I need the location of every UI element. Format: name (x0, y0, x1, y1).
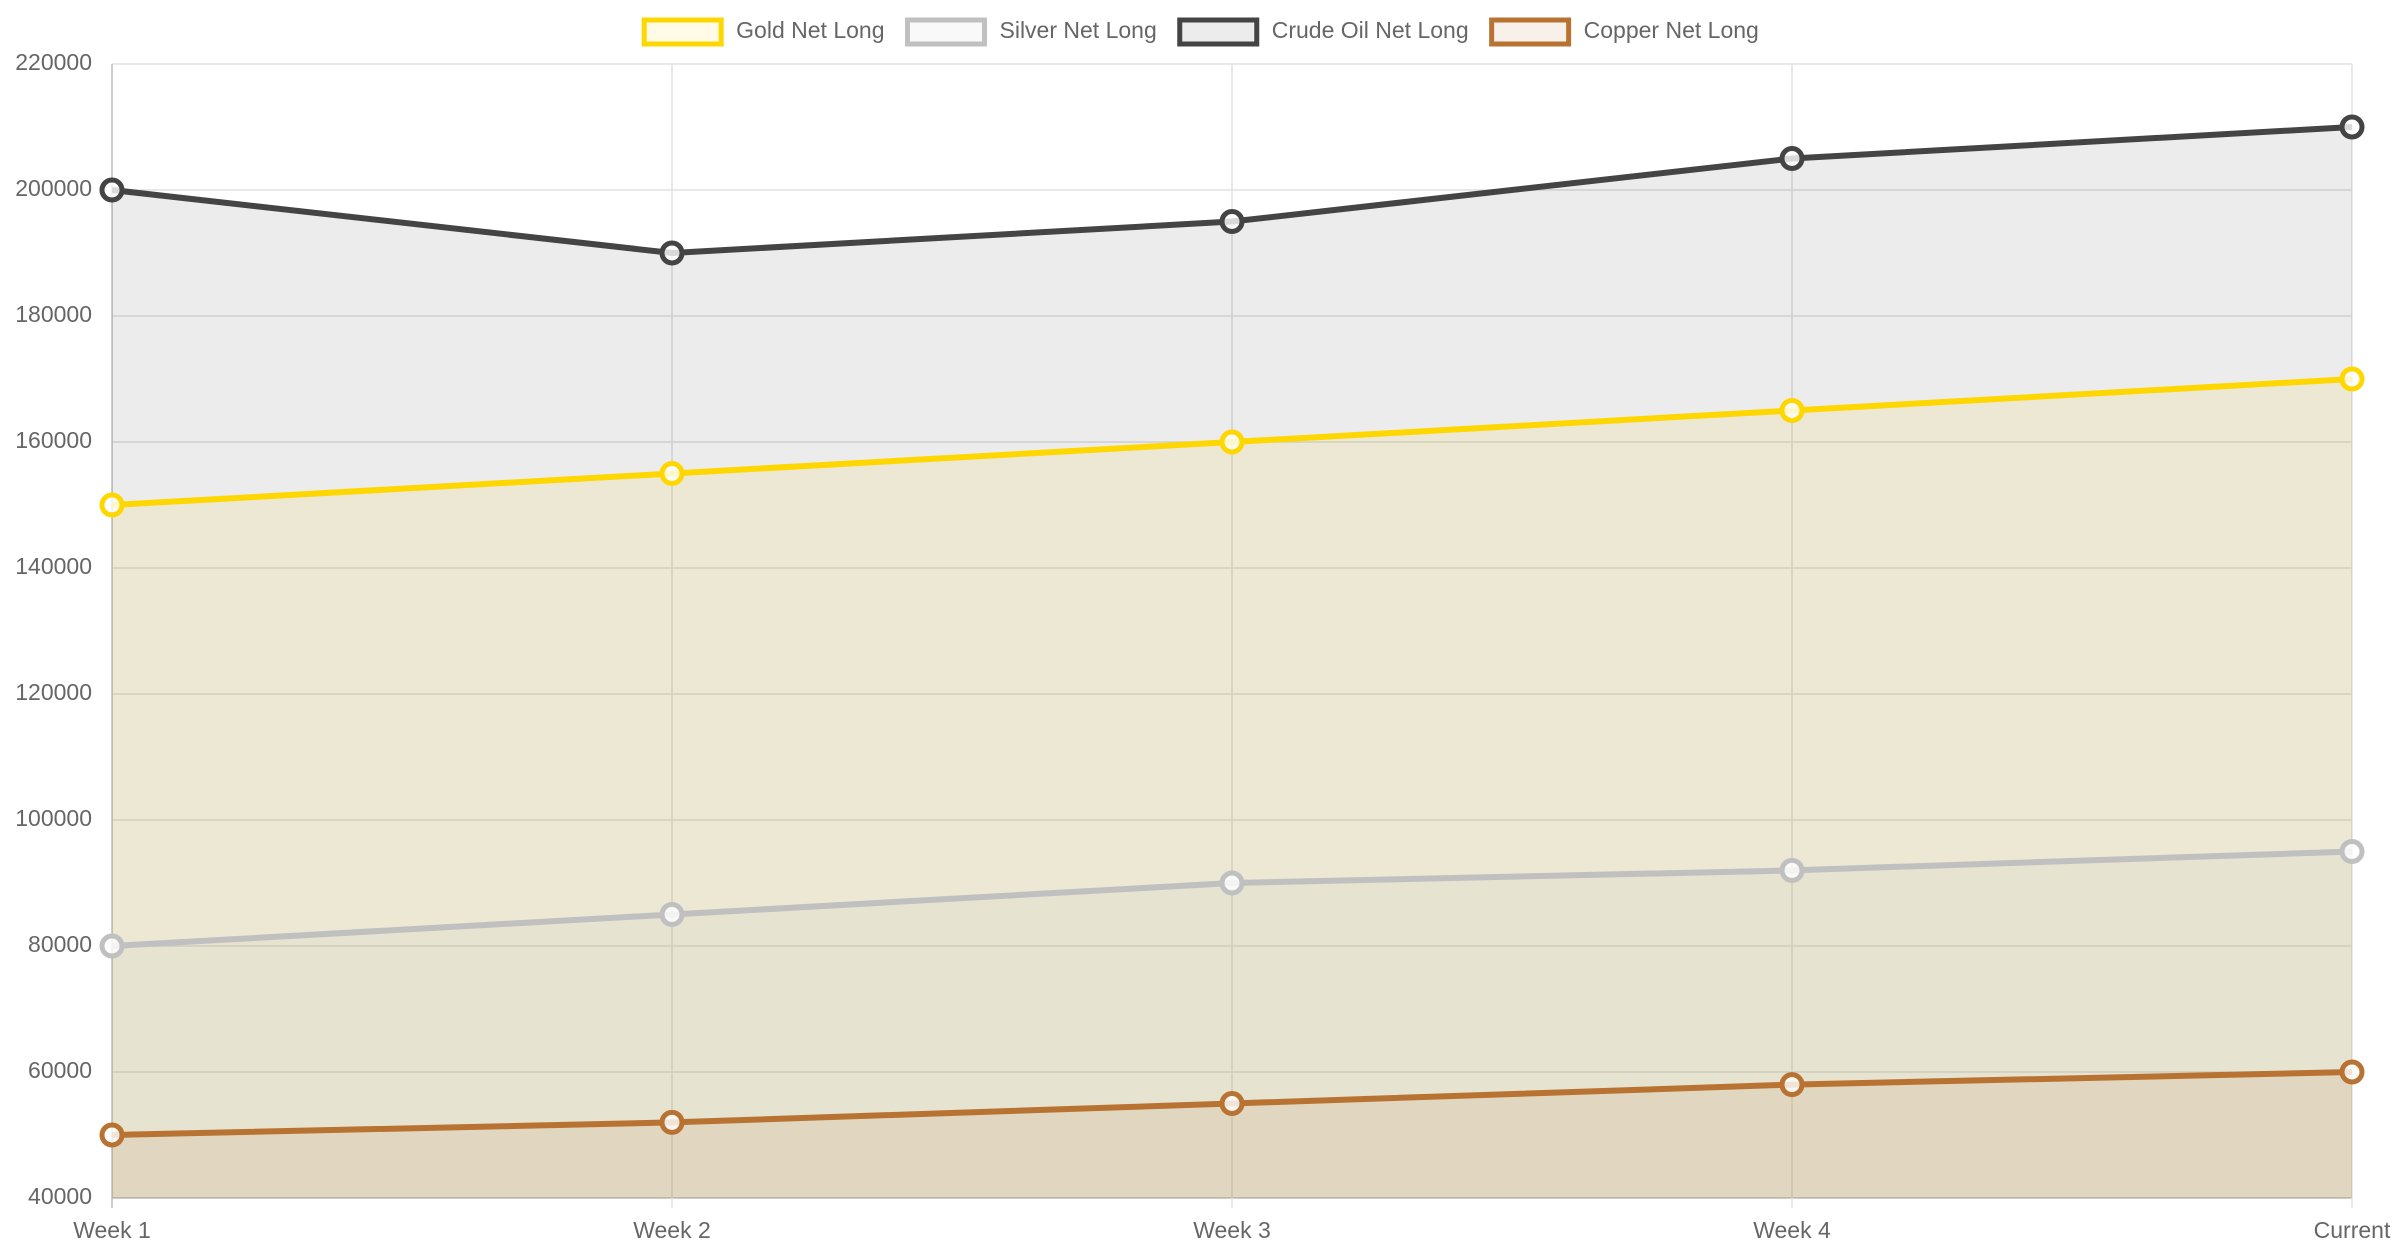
data-point (1779, 146, 1805, 171)
legend-swatch (641, 17, 724, 47)
data-point (1219, 1091, 1245, 1116)
y-tick-label: 60000 (28, 1057, 92, 1083)
data-point (99, 177, 125, 203)
area-fill (112, 127, 2352, 1198)
area-fill (112, 1072, 2352, 1198)
x-tick-label: Week 4 (1753, 1217, 1831, 1243)
x-tick-label: Week 3 (1193, 1217, 1271, 1243)
data-point (659, 1109, 685, 1135)
data-point (1779, 1072, 1805, 1098)
y-tick-label: 120000 (15, 679, 92, 705)
x-tick-label: Current (2314, 1217, 2391, 1243)
legend-label: Silver Net Long (1000, 17, 1157, 43)
y-tick-label: 40000 (28, 1183, 92, 1209)
data-point (1779, 398, 1805, 423)
data-point (1219, 209, 1245, 234)
data-point (99, 1122, 125, 1148)
legend-label: Gold Net Long (736, 17, 884, 43)
legend: Gold Net Long Silver Net Long Crude Oil Ne… (641, 17, 1759, 47)
data-point (1779, 857, 1805, 883)
y-tick-label: 220000 (15, 49, 92, 75)
area-fill (112, 379, 2352, 1198)
data-point (1219, 429, 1245, 455)
data-point (659, 902, 685, 927)
y-tick-label: 180000 (15, 301, 92, 327)
data-point (2339, 839, 2365, 864)
legend-label: Crude Oil Net Long (1272, 17, 1469, 43)
x-tick-label: Week 1 (73, 1217, 151, 1243)
data-point (2339, 366, 2365, 392)
y-tick-label: 100000 (15, 805, 92, 831)
data-point (2339, 114, 2365, 140)
data-point (659, 461, 685, 486)
x-tick-label: Week 2 (633, 1217, 711, 1243)
legend-swatch (1489, 17, 1572, 47)
data-point (99, 933, 125, 959)
data-point (2339, 1059, 2365, 1085)
data-point (1219, 870, 1245, 896)
data-point (659, 240, 685, 266)
y-tick-label: 140000 (15, 553, 92, 579)
data-point (99, 492, 125, 518)
legend-label: Copper Net Long (1584, 17, 1759, 43)
y-tick-label: 160000 (15, 427, 92, 453)
y-tick-label: 80000 (28, 931, 92, 957)
legend-swatch (905, 17, 987, 47)
y-tick-label: 200000 (15, 175, 92, 201)
legend-swatch (1177, 17, 1260, 47)
